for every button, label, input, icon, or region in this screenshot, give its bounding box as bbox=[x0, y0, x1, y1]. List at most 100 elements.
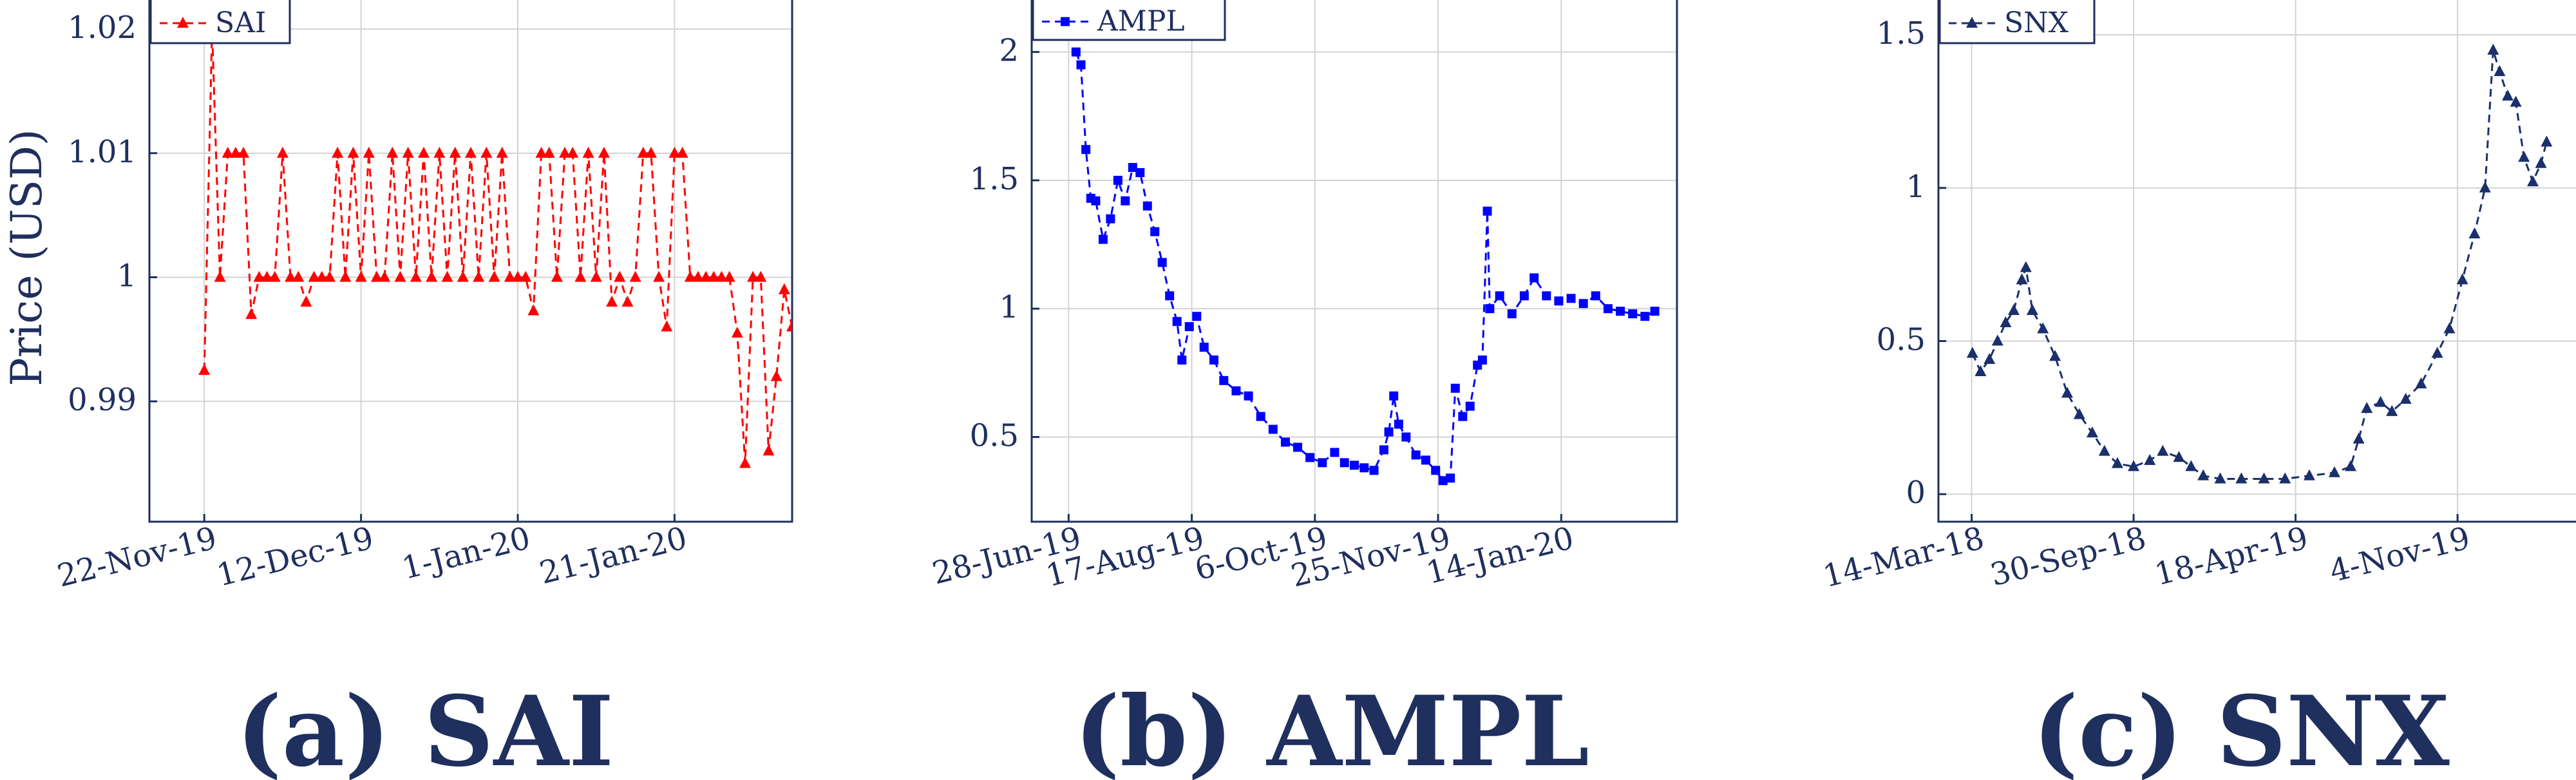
data-point bbox=[1482, 206, 1492, 216]
data-point bbox=[574, 271, 587, 282]
data-point bbox=[1076, 60, 1086, 70]
y-tick-label: 1.5 bbox=[970, 161, 1019, 197]
y-tick-label: 1 bbox=[999, 289, 1019, 325]
data-point bbox=[715, 271, 728, 282]
legend-label: AMPL bbox=[1097, 5, 1185, 38]
y-tick-label: 1.5 bbox=[1877, 15, 1926, 52]
series-snx bbox=[1966, 43, 2553, 484]
panel-caption-0: (a) SAI bbox=[236, 675, 614, 780]
data-point bbox=[2111, 457, 2123, 468]
data-point bbox=[2144, 453, 2156, 465]
data-point bbox=[1244, 391, 1253, 401]
data-point bbox=[2518, 151, 2530, 162]
data-point bbox=[2328, 466, 2340, 477]
y-tick-label: 1.01 bbox=[68, 134, 137, 170]
data-point bbox=[308, 271, 320, 282]
data-point bbox=[1628, 309, 1638, 319]
data-point bbox=[292, 271, 305, 282]
y-tick-label: 0.5 bbox=[970, 417, 1019, 453]
data-point bbox=[559, 146, 571, 158]
data-point bbox=[1984, 353, 1996, 365]
data-point bbox=[2361, 402, 2373, 414]
data-point bbox=[1199, 343, 1209, 352]
data-point bbox=[261, 271, 273, 282]
data-point bbox=[747, 271, 759, 282]
data-point bbox=[238, 146, 250, 158]
data-point bbox=[2000, 316, 2012, 327]
data-point bbox=[684, 271, 696, 282]
data-point bbox=[1150, 227, 1160, 236]
data-point bbox=[1566, 294, 1576, 303]
data-point bbox=[1318, 458, 1327, 468]
data-point bbox=[245, 308, 258, 319]
data-point bbox=[1071, 47, 1081, 57]
series-line bbox=[1971, 50, 2548, 480]
plot-frame bbox=[1937, 0, 2576, 523]
data-point bbox=[661, 320, 673, 332]
data-point bbox=[1394, 419, 1403, 429]
data-point bbox=[1991, 334, 2003, 346]
data-point bbox=[645, 146, 657, 158]
data-point bbox=[1113, 175, 1122, 185]
data-point bbox=[1650, 307, 1660, 316]
data-point bbox=[2026, 303, 2038, 315]
data-point bbox=[473, 271, 485, 282]
data-point bbox=[1369, 466, 1379, 475]
data-point bbox=[1293, 442, 1303, 452]
data-point bbox=[2007, 303, 2020, 315]
data-point bbox=[1616, 307, 1625, 316]
data-point bbox=[1966, 347, 1978, 358]
data-point bbox=[1458, 412, 1468, 421]
data-point bbox=[355, 271, 367, 282]
data-point bbox=[1209, 355, 1219, 365]
data-point bbox=[512, 271, 524, 282]
y-tick-label: 1 bbox=[1906, 169, 1926, 205]
data-point bbox=[347, 146, 359, 158]
data-point bbox=[1121, 196, 1130, 205]
data-point bbox=[1106, 214, 1115, 224]
x-tick-label: 30-Sep-18 bbox=[1987, 520, 2150, 593]
data-point bbox=[253, 271, 265, 282]
data-point bbox=[1128, 163, 1137, 173]
data-point bbox=[2501, 90, 2514, 101]
data-point bbox=[2303, 469, 2315, 480]
panel-caption-2: (c) SNX bbox=[2032, 675, 2450, 780]
data-point bbox=[1379, 445, 1388, 455]
data-point bbox=[2020, 261, 2032, 272]
data-point bbox=[276, 146, 289, 158]
data-point bbox=[214, 271, 226, 282]
data-point bbox=[731, 327, 743, 338]
y-tick-label: 1.02 bbox=[68, 10, 137, 46]
data-point bbox=[449, 146, 461, 158]
data-point bbox=[1231, 386, 1241, 395]
data-point bbox=[2494, 65, 2506, 77]
data-point bbox=[2386, 404, 2398, 416]
data-point bbox=[332, 146, 344, 158]
data-point bbox=[1640, 312, 1650, 321]
data-point bbox=[2214, 472, 2226, 484]
legend-label: SAI bbox=[215, 6, 266, 39]
data-point bbox=[1184, 322, 1194, 332]
data-point bbox=[339, 271, 352, 282]
data-point bbox=[1142, 201, 1152, 211]
data-point bbox=[2258, 472, 2270, 484]
data-point bbox=[441, 271, 453, 282]
panel-caption-1: (b) AMPL bbox=[1074, 675, 1589, 780]
data-point bbox=[426, 271, 438, 282]
data-point bbox=[2345, 460, 2357, 471]
data-point bbox=[1340, 458, 1349, 468]
data-point bbox=[2016, 273, 2028, 285]
data-point bbox=[1578, 299, 1588, 309]
data-point bbox=[1359, 463, 1369, 473]
y-tick-label: 0.5 bbox=[1877, 321, 1926, 357]
data-point bbox=[433, 146, 446, 158]
data-point bbox=[229, 146, 242, 158]
data-point bbox=[300, 296, 312, 307]
y-tick-label: 1 bbox=[117, 258, 137, 294]
data-point bbox=[1330, 448, 1340, 457]
series-sai bbox=[198, 23, 792, 468]
data-point bbox=[2431, 347, 2443, 358]
data-point bbox=[402, 146, 414, 158]
data-point bbox=[614, 271, 626, 282]
data-point bbox=[379, 271, 391, 282]
